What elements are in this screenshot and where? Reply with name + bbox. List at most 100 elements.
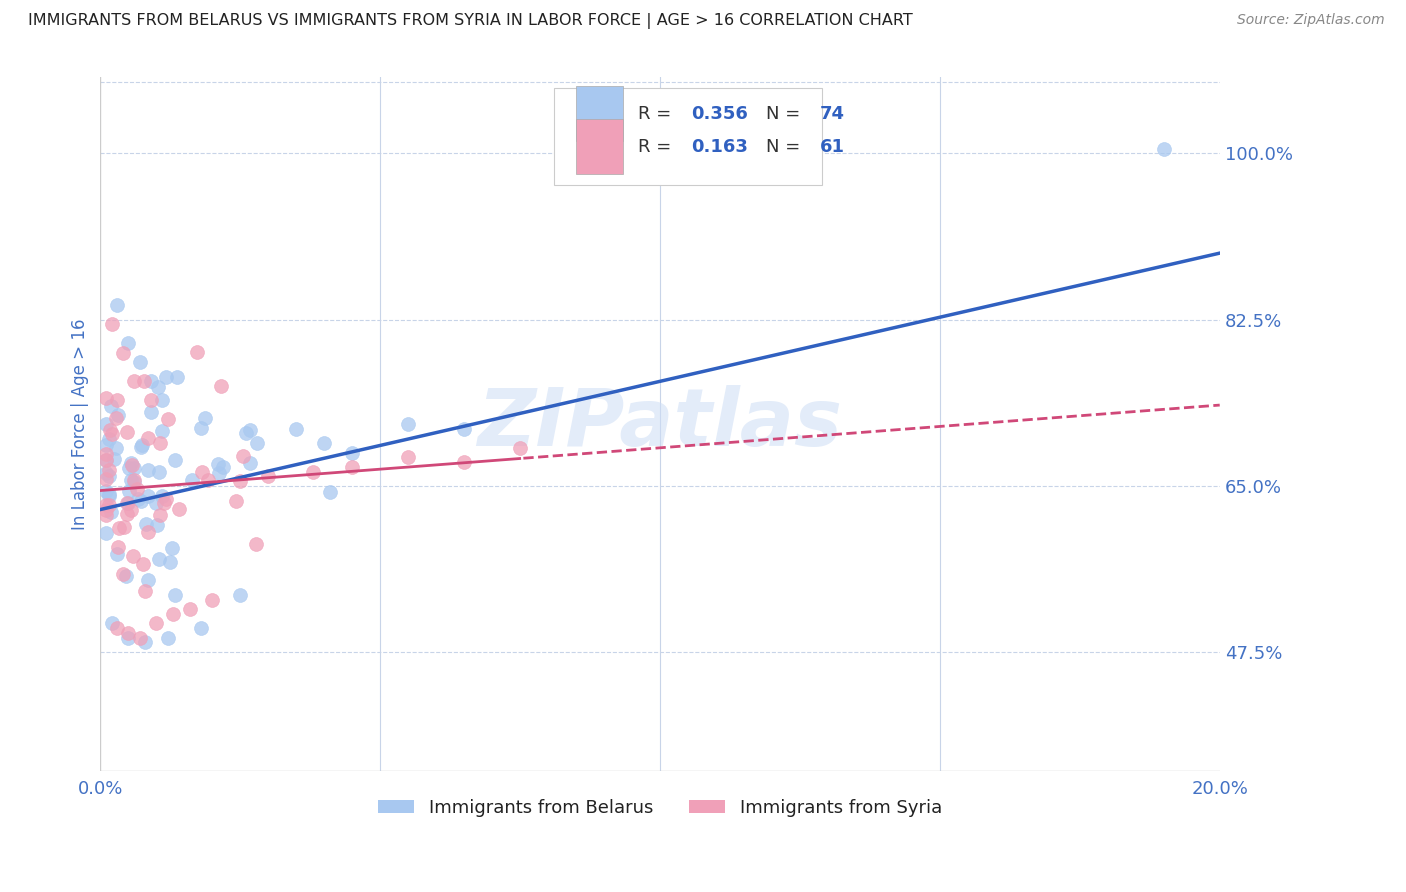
Point — [190, 621, 212, 635]
Point — [122, 460, 145, 475]
Point — [120, 503, 142, 517]
Point — [112, 566, 135, 581]
Point — [285, 422, 308, 436]
Text: 0.163: 0.163 — [692, 137, 748, 156]
Point — [148, 552, 170, 566]
Point — [97, 487, 120, 501]
Text: Source: ZipAtlas.com: Source: ZipAtlas.com — [1237, 13, 1385, 28]
Point — [128, 631, 150, 645]
Point — [225, 494, 247, 508]
Point — [453, 455, 475, 469]
Point — [129, 493, 152, 508]
Point — [245, 537, 267, 551]
Point — [163, 453, 186, 467]
Point — [94, 453, 117, 467]
Point — [98, 463, 121, 477]
Point — [396, 450, 419, 465]
Point — [179, 602, 201, 616]
Point — [107, 409, 129, 423]
Point — [105, 621, 128, 635]
Point — [136, 524, 159, 539]
Point — [314, 436, 336, 450]
Point — [190, 421, 212, 435]
Point — [239, 456, 262, 470]
Point — [111, 346, 134, 360]
Point — [97, 498, 120, 512]
Point — [149, 435, 172, 450]
Point — [155, 370, 177, 384]
Point — [94, 498, 117, 512]
Point — [139, 393, 162, 408]
Point — [232, 449, 254, 463]
Point — [105, 442, 128, 456]
Point — [94, 417, 117, 432]
Point — [162, 541, 184, 556]
Point — [112, 520, 135, 534]
Point — [396, 417, 419, 431]
Point — [117, 495, 139, 509]
Point — [134, 583, 156, 598]
Point — [229, 588, 252, 602]
Point — [117, 626, 139, 640]
Text: IMMIGRANTS FROM BELARUS VS IMMIGRANTS FROM SYRIA IN LABOR FORCE | AGE > 16 CORRE: IMMIGRANTS FROM BELARUS VS IMMIGRANTS FR… — [28, 13, 912, 29]
Point — [212, 459, 235, 474]
Text: N =: N = — [766, 137, 807, 156]
Point — [229, 474, 252, 488]
Point — [94, 472, 117, 486]
Point — [181, 473, 204, 487]
Point — [148, 465, 170, 479]
Point — [131, 438, 153, 452]
Point — [194, 411, 217, 425]
Point — [94, 508, 117, 523]
Point — [117, 460, 139, 475]
Point — [132, 374, 155, 388]
Point — [209, 378, 232, 392]
Point — [94, 502, 117, 516]
Point — [135, 517, 157, 532]
Point — [94, 447, 117, 461]
Point — [166, 370, 188, 384]
Point — [104, 411, 127, 425]
Point — [207, 457, 229, 471]
Text: ZIPatlas: ZIPatlas — [478, 385, 842, 463]
Point — [115, 569, 138, 583]
Point — [186, 345, 208, 359]
Point — [127, 491, 149, 506]
FancyBboxPatch shape — [576, 87, 623, 141]
Point — [129, 440, 152, 454]
Text: 74: 74 — [820, 105, 845, 123]
Point — [191, 465, 214, 479]
Point — [149, 508, 172, 523]
Point — [302, 465, 325, 479]
Text: N =: N = — [766, 105, 807, 123]
Point — [239, 423, 262, 437]
Point — [94, 483, 117, 498]
Point — [159, 555, 181, 569]
Text: 61: 61 — [820, 137, 845, 156]
Point — [120, 474, 142, 488]
Point — [121, 458, 143, 472]
Point — [145, 496, 167, 510]
Point — [342, 445, 364, 459]
FancyBboxPatch shape — [576, 119, 623, 174]
Point — [94, 466, 117, 480]
Point — [120, 456, 142, 470]
Point — [509, 441, 531, 455]
Point — [108, 520, 131, 534]
Point — [100, 318, 122, 332]
Point — [257, 469, 280, 483]
FancyBboxPatch shape — [554, 87, 823, 185]
Point — [139, 375, 162, 389]
Point — [103, 452, 125, 467]
Point — [139, 405, 162, 419]
Point — [122, 473, 145, 487]
Point — [97, 468, 120, 483]
Point — [107, 540, 129, 554]
Point — [94, 391, 117, 405]
Point — [117, 631, 139, 645]
Point — [125, 482, 148, 496]
Point — [136, 463, 159, 477]
Text: R =: R = — [638, 105, 676, 123]
Point — [134, 635, 156, 649]
Point — [138, 432, 160, 446]
